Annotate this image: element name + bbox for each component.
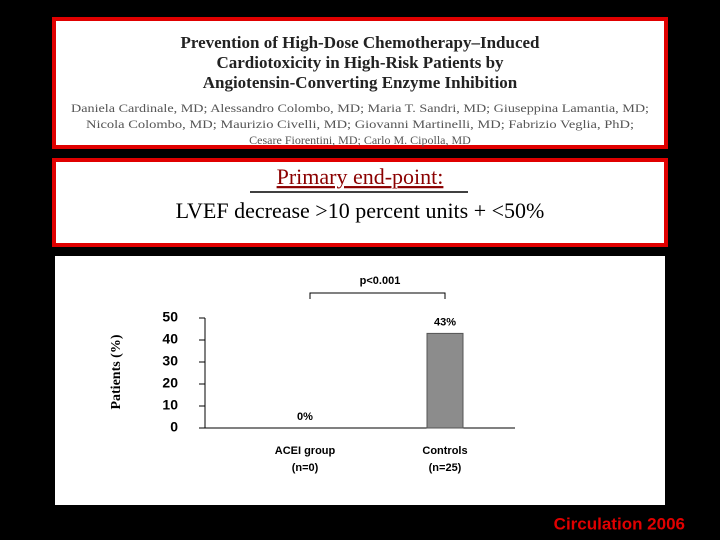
endpoint-label: Primary end-point: (277, 164, 444, 189)
paper-authors: Daniela Cardinale, MD; Alessandro Colomb… (71, 101, 649, 115)
bracket (309, 292, 446, 299)
x-tick-label: ACEI group (275, 445, 336, 457)
y-tick-label: 20 (162, 375, 178, 391)
category-note: (n=25) (429, 462, 462, 474)
category-note: (n=0) (292, 462, 319, 474)
paper-authors: Cesare Fiorentini, MD; Carlo M. Cipolla,… (249, 133, 471, 147)
bar (426, 332, 464, 429)
value-label: 0% (297, 411, 313, 423)
endpoint-text: LVEF decrease >10 percent units + <50% (176, 198, 545, 223)
annotation: p<0.001 (360, 275, 401, 287)
value-label: 43% (434, 316, 456, 328)
y-tick-label: 10 (162, 397, 178, 413)
chart-area (55, 256, 665, 505)
endpoint-box (52, 158, 668, 247)
y-tick-label: 30 (162, 353, 178, 369)
paper-authors: Nicola Colombo, MD; Maurizio Civelli, MD… (86, 117, 634, 131)
y-axis-label: Patients (%) (109, 334, 124, 409)
paper-title: Cardiotoxicity in High-Risk Patients by (216, 53, 504, 72)
paper-title: Angiotensin-Converting Enzyme Inhibition (203, 73, 518, 92)
y-tick-label: 40 (162, 331, 178, 347)
paper-box (52, 17, 668, 149)
footer: Circulation 2006 (554, 514, 685, 533)
y-tick-label: 0 (170, 419, 178, 435)
x-tick-label: Controls (422, 445, 467, 457)
y-tick-label: 50 (162, 309, 178, 325)
paper-title: Prevention of High-Dose Chemotherapy–Ind… (180, 33, 540, 52)
